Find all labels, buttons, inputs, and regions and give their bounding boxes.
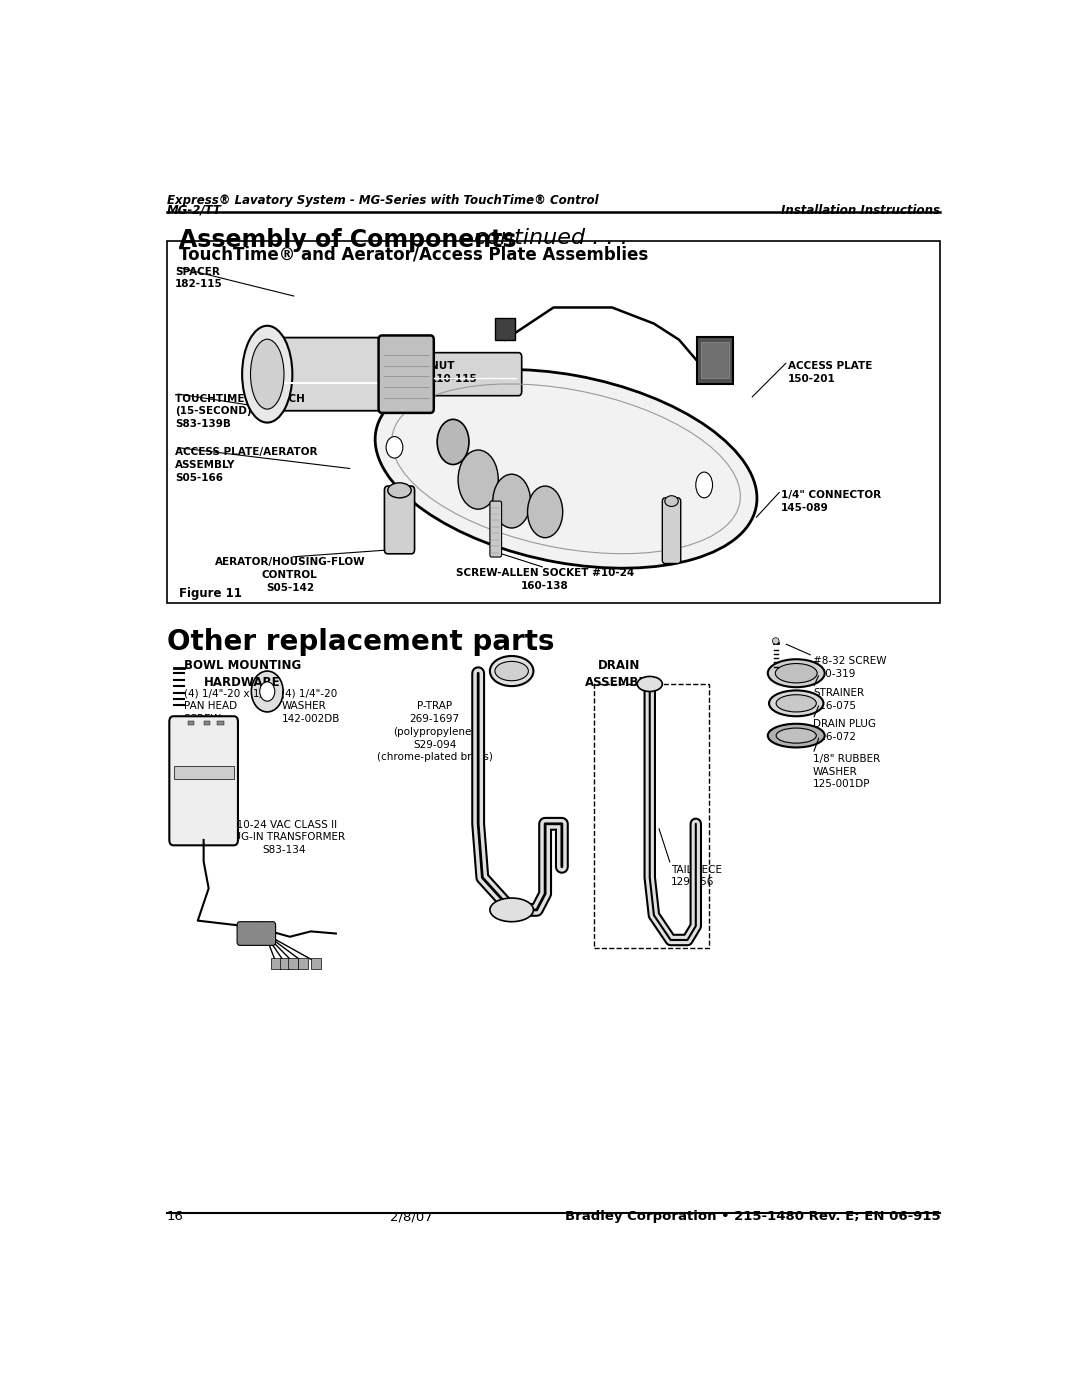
- Text: DRAIN PLUG
P16-072: DRAIN PLUG P16-072: [813, 719, 876, 742]
- Ellipse shape: [437, 419, 469, 465]
- Text: #8-32 SCREW
160-319: #8-32 SCREW 160-319: [813, 657, 887, 679]
- Bar: [280, 958, 289, 970]
- Ellipse shape: [495, 661, 528, 680]
- Text: 2/8/07: 2/8/07: [390, 1210, 433, 1224]
- Text: Installation Instructions: Installation Instructions: [781, 204, 941, 217]
- Text: Express® Lavatory System - MG-Series with TouchTime® Control: Express® Lavatory System - MG-Series wit…: [166, 194, 598, 207]
- Bar: [298, 958, 308, 970]
- Bar: [174, 766, 233, 778]
- FancyBboxPatch shape: [490, 502, 501, 557]
- Text: ACCESS PLATE/AERATOR
ASSEMBLY
S05-166: ACCESS PLATE/AERATOR ASSEMBLY S05-166: [175, 447, 318, 483]
- Text: AERATOR/HOUSING-FLOW
CONTROL
S05-142: AERATOR/HOUSING-FLOW CONTROL S05-142: [215, 557, 365, 592]
- Text: 1/8" RUBBER
WASHER
125-001DP: 1/8" RUBBER WASHER 125-001DP: [813, 754, 880, 789]
- Ellipse shape: [252, 671, 283, 712]
- Text: Figure 11: Figure 11: [178, 587, 242, 601]
- Text: NUT
110-115: NUT 110-115: [430, 362, 477, 384]
- Text: (4) 1/4"-20 x 1/2"
PAN HEAD
SCREW
160-389: (4) 1/4"-20 x 1/2" PAN HEAD SCREW 160-38…: [184, 689, 274, 736]
- Text: Other replacement parts: Other replacement parts: [166, 629, 554, 657]
- Ellipse shape: [637, 676, 662, 692]
- Ellipse shape: [375, 369, 757, 569]
- Ellipse shape: [777, 728, 816, 743]
- FancyBboxPatch shape: [258, 338, 393, 411]
- Text: TouchTime® and Aerator/Access Plate Assemblies: TouchTime® and Aerator/Access Plate Asse…: [178, 244, 648, 263]
- FancyBboxPatch shape: [697, 337, 733, 384]
- Bar: [217, 721, 224, 725]
- Ellipse shape: [768, 724, 825, 747]
- FancyBboxPatch shape: [427, 352, 522, 395]
- Ellipse shape: [527, 486, 563, 538]
- Text: TOUCHTIME® SWITCH
(15-SECOND)
S83-139B: TOUCHTIME® SWITCH (15-SECOND) S83-139B: [175, 394, 305, 429]
- FancyBboxPatch shape: [701, 342, 729, 379]
- Bar: [204, 721, 211, 725]
- Text: P-TRAP
269-1697
(polypropylene)
S29-094
(chrome-plated brass): P-TRAP 269-1697 (polypropylene) S29-094 …: [377, 701, 492, 763]
- Ellipse shape: [696, 472, 713, 497]
- Ellipse shape: [259, 682, 274, 701]
- Bar: [311, 958, 321, 970]
- FancyBboxPatch shape: [384, 486, 415, 553]
- Bar: [166, 240, 941, 604]
- Text: DRAIN
ASSEMBLY: DRAIN ASSEMBLY: [584, 659, 653, 689]
- Ellipse shape: [492, 474, 530, 528]
- Ellipse shape: [458, 450, 498, 509]
- Ellipse shape: [251, 339, 284, 409]
- Ellipse shape: [775, 664, 818, 683]
- Text: Assembly of Components: Assembly of Components: [178, 228, 516, 251]
- FancyBboxPatch shape: [238, 922, 275, 946]
- Bar: [495, 319, 515, 339]
- Ellipse shape: [777, 694, 816, 712]
- FancyBboxPatch shape: [379, 335, 434, 414]
- Text: 1/4" CONNECTOR
145-089: 1/4" CONNECTOR 145-089: [781, 490, 881, 513]
- Text: STRAINER
P16-075: STRAINER P16-075: [813, 689, 864, 711]
- Text: 16: 16: [166, 1210, 184, 1224]
- Text: 110-24 VAC CLASS II
PLUG-IN TRANSFORMER
S83-134: 110-24 VAC CLASS II PLUG-IN TRANSFORMER …: [222, 820, 346, 855]
- Text: MG-2/TT: MG-2/TT: [166, 204, 221, 217]
- Text: ACCESS PLATE
150-201: ACCESS PLATE 150-201: [788, 362, 873, 384]
- Text: continued . . .: continued . . .: [468, 228, 629, 247]
- Ellipse shape: [768, 659, 825, 687]
- Ellipse shape: [490, 657, 534, 686]
- Ellipse shape: [769, 690, 823, 717]
- FancyBboxPatch shape: [662, 497, 680, 563]
- Bar: [288, 958, 298, 970]
- Text: Bradley Corporation • 215-1480 Rev. E; EN 06-915: Bradley Corporation • 215-1480 Rev. E; E…: [565, 1210, 941, 1224]
- Ellipse shape: [490, 898, 534, 922]
- FancyBboxPatch shape: [170, 717, 238, 845]
- Text: (4) 1/4"-20
WASHER
142-002DB: (4) 1/4"-20 WASHER 142-002DB: [282, 689, 340, 724]
- Text: SCREW-ALLEN SOCKET #10-24
160-138: SCREW-ALLEN SOCKET #10-24 160-138: [456, 567, 634, 591]
- Ellipse shape: [242, 326, 293, 422]
- Ellipse shape: [665, 496, 678, 507]
- Text: TAILPIECE
129-056: TAILPIECE 129-056: [671, 865, 721, 887]
- Ellipse shape: [772, 637, 779, 644]
- Bar: [594, 685, 710, 947]
- Ellipse shape: [388, 483, 411, 497]
- Text: BOWL MOUNTING
HARDWARE: BOWL MOUNTING HARDWARE: [184, 659, 300, 689]
- Bar: [188, 721, 194, 725]
- Ellipse shape: [387, 437, 403, 458]
- Text: SPACER
182-115: SPACER 182-115: [175, 267, 222, 289]
- Bar: [271, 958, 282, 970]
